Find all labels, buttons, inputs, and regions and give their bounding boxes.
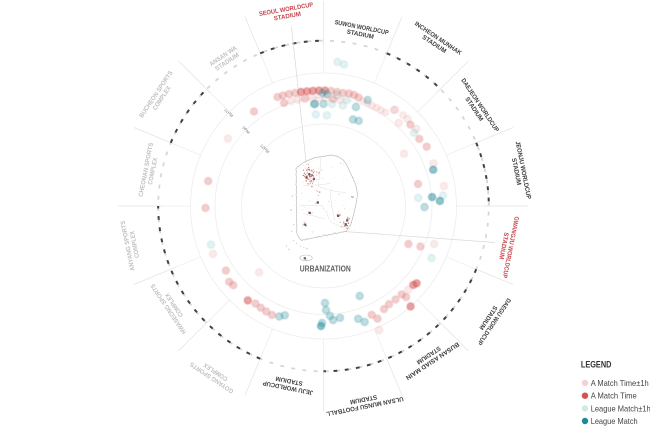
- svg-text:League Match: League Match: [591, 416, 638, 426]
- svg-text:SEOUL WORLDCUPSTADIUM: SEOUL WORLDCUPSTADIUM: [258, 2, 314, 25]
- svg-text:LEGEND: LEGEND: [581, 359, 612, 369]
- svg-text:BUSAN ASIAD MAINSTADIUM: BUSAN ASIAD MAINSTADIUM: [400, 334, 460, 381]
- svg-text:BUCHEON SPORTSCOMPLEX: BUCHEON SPORTSCOMPLEX: [138, 70, 180, 123]
- svg-text:A Match Time: A Match Time: [591, 391, 637, 401]
- svg-text:5PM: 5PM: [241, 125, 251, 135]
- svg-text:ANYANG SPORTSCOMPLEX: ANYANG SPORTSCOMPLEX: [120, 219, 144, 272]
- svg-text:ULSAN MUNSU FOOTBALLSTADIUM: ULSAN MUNSU FOOTBALLSTADIUM: [324, 388, 404, 417]
- svg-text:INCHEON MUNHAKSTADIUM: INCHEON MUNHAKSTADIUM: [409, 20, 463, 62]
- svg-text:URBANIZATION: URBANIZATION: [300, 265, 351, 274]
- svg-text:CHEONAN SPORTSCOMPLEX: CHEONAN SPORTSCOMPLEX: [138, 142, 162, 199]
- svg-text:JEONJU WORLDCUPSTADIUM: JEONJU WORLDCUPSTADIUM: [507, 141, 532, 201]
- svg-text:DAEGU WORLDCUPSTADIUM: DAEGU WORLDCUPSTADIUM: [470, 293, 512, 346]
- svg-text:HWASEONG SPORTSCOMPLEX: HWASEONG SPORTSCOMPLEX: [150, 278, 194, 335]
- svg-text:DAEJEON WORLDCUPSTADIUM: DAEJEON WORLDCUPSTADIUM: [453, 77, 499, 137]
- svg-text:GOYANG SPORTSCOMPLEX: GOYANG SPORTSCOMPLEX: [189, 355, 239, 395]
- svg-text:ANSAN WASTADIUM: ANSAN WASTADIUM: [208, 44, 242, 73]
- svg-text:League Match±1h: League Match±1h: [591, 403, 650, 413]
- svg-text:GWANGJU WORLDCUPSTADIUM: GWANGJU WORLDCUPSTADIUM: [494, 214, 520, 278]
- svg-text:A Match Time±1h: A Match Time±1h: [591, 378, 649, 388]
- svg-text:JEJU WORLDCUPSTADIUM: JEJU WORLDCUPSTADIUM: [262, 372, 315, 396]
- svg-text:SUWON WORLDCUPSTADIUM: SUWON WORLDCUPSTADIUM: [333, 19, 390, 43]
